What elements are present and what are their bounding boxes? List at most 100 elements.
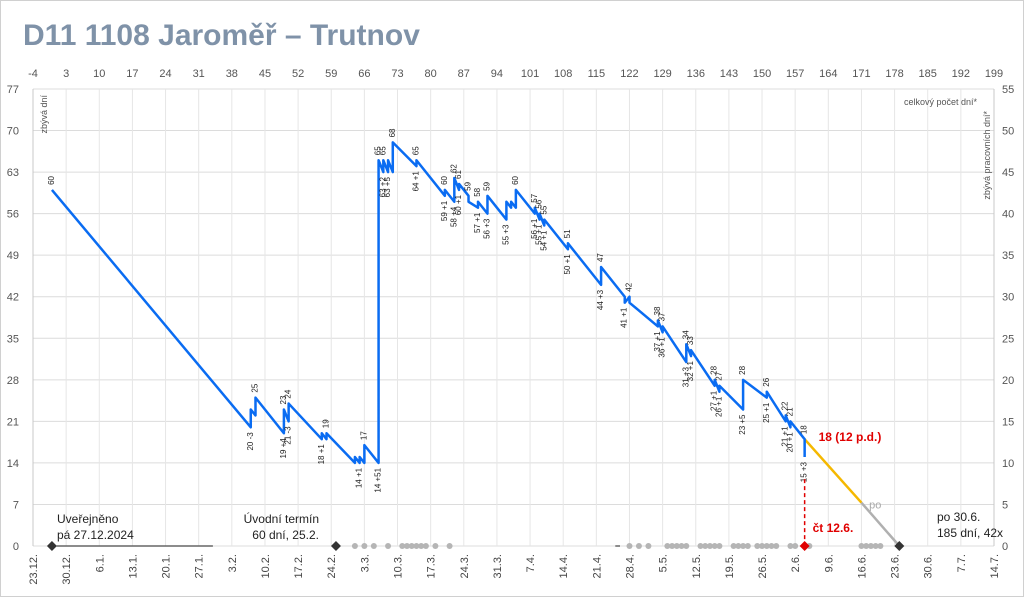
value-label: 27 — [714, 371, 723, 380]
y-left-tick-label: 42 — [7, 292, 19, 304]
x-top-tick-label: 129 — [653, 68, 671, 80]
x-top-tick-label: 87 — [458, 68, 470, 80]
value-label: 57 — [530, 193, 539, 202]
x-bottom-date-label: 12.5. — [691, 554, 703, 578]
value-label: 28 — [710, 365, 719, 374]
gray-dot — [399, 543, 406, 549]
value-label: 25 — [250, 383, 259, 392]
gray-dot — [759, 543, 766, 549]
value-label: 26 +1 — [714, 396, 723, 417]
value-label: 36 +1 — [658, 337, 667, 358]
gray-dot — [872, 543, 879, 549]
x-top-tick-label: 3 — [63, 68, 69, 80]
gray-dot — [863, 543, 870, 549]
x-top-tick-label: 108 — [554, 68, 572, 80]
x-bottom-date-label: 3.2. — [227, 554, 239, 572]
value-label: 18 — [800, 425, 809, 434]
gray-dot — [697, 543, 704, 549]
diamond-markers — [46, 541, 905, 551]
x-top-tick-label: 136 — [687, 68, 705, 80]
value-label: 65 — [378, 146, 387, 155]
value-label: 38 — [653, 306, 662, 315]
x-bottom-date-label: 7.7. — [956, 554, 968, 572]
x-bottom-date-label: 26.5. — [757, 554, 769, 578]
projection-lines — [803, 438, 901, 547]
gray-dot — [370, 543, 377, 549]
value-label: 14 +51 — [374, 467, 383, 492]
x-top-tick-label: 199 — [985, 68, 1003, 80]
value-label: 18 +1 — [317, 444, 326, 465]
x-bottom-date-label: 24.3. — [459, 554, 471, 578]
gray-dot — [645, 543, 652, 549]
x-bottom-date-label: 6.1. — [94, 554, 106, 572]
x-top-tick-label: 45 — [259, 68, 271, 80]
x-top-tick-label: 24 — [159, 68, 171, 80]
projection-line — [803, 438, 863, 504]
gray-dots — [351, 543, 884, 549]
value-label: 56 +3 — [482, 218, 491, 239]
value-label: 23 +5 — [738, 414, 747, 435]
x-top-tick-label: 192 — [952, 68, 970, 80]
initial-term-date-label: 60 dní, 25.2. — [252, 528, 319, 542]
gray-dot — [867, 543, 874, 549]
x-bottom-date-label: 14.4. — [558, 554, 570, 578]
y-right-tick-label: 40 — [1002, 209, 1014, 221]
x-bottom-date-label: 9.6. — [823, 554, 835, 572]
initial-term-label: Úvodní termín — [244, 511, 319, 526]
current-date-label: čt 12.6. — [813, 521, 854, 535]
y-right-tick-label: 0 — [1002, 541, 1008, 553]
gray-dot — [664, 543, 671, 549]
x-top-tick-label: 38 — [226, 68, 238, 80]
gray-dot — [413, 543, 420, 549]
value-label: 65 — [411, 146, 420, 155]
gray-dot — [432, 543, 439, 549]
value-label: 64 +1 — [411, 171, 420, 192]
gray-dot — [683, 543, 690, 549]
value-label: 33 — [686, 336, 695, 345]
gray-dot — [669, 543, 676, 549]
value-label: 25 +1 — [762, 402, 771, 423]
x-top-axis-title: celkový počet dní* — [904, 97, 978, 107]
x-top-tick-label: 66 — [358, 68, 370, 80]
value-label: 60 +1 — [454, 194, 463, 215]
gray-dot — [773, 543, 780, 549]
x-top-tick-label: 17 — [126, 68, 138, 80]
x-bottom-date-label: 2.6. — [790, 554, 802, 572]
value-label: 50 +1 — [563, 254, 572, 275]
value-label: 55 +3 — [501, 224, 510, 245]
y-right-tick-label: 30 — [1002, 292, 1014, 304]
diamond-marker — [46, 541, 57, 551]
value-label: 19 — [322, 419, 331, 428]
x-top-tick-label: 59 — [325, 68, 337, 80]
x-bottom-date-label: 24.2. — [326, 554, 338, 578]
x-top-tick-label: 164 — [819, 68, 837, 80]
value-label: 41 +1 — [620, 307, 629, 328]
value-label: 37 — [658, 312, 667, 321]
x-bottom-date-label: 28.4. — [624, 554, 636, 578]
x-bottom-date-label: 30.6. — [923, 554, 935, 578]
gray-dot — [361, 543, 368, 549]
x-bottom-date-label: 14.7. — [989, 554, 1001, 578]
diamond-marker — [799, 541, 810, 551]
y-left-axis-title: zbývá dní — [39, 95, 49, 134]
value-label: 59 +1 — [440, 200, 449, 221]
value-label: 34 — [681, 330, 690, 339]
x-bottom-date-label: 13.1. — [127, 554, 139, 578]
x-bottom-date-label: 10.3. — [393, 554, 405, 578]
x-top-tick-label: 10 — [93, 68, 105, 80]
x-bottom-date-label: 23.12. — [28, 554, 40, 585]
gray-dot — [716, 543, 723, 549]
x-bottom-date-label: 21.4. — [591, 554, 603, 578]
x-top-tick-label: 157 — [786, 68, 804, 80]
y-right-tick-label: 5 — [1002, 499, 1008, 511]
gray-dot — [744, 543, 751, 549]
gray-dot — [858, 543, 865, 549]
value-label: 61 — [454, 170, 463, 179]
y-left-tick-label: 70 — [7, 126, 19, 138]
x-top-tick-label: 185 — [919, 68, 937, 80]
gray-dot — [385, 543, 392, 549]
gray-dot — [351, 543, 358, 549]
value-label: 62 — [449, 164, 458, 173]
value-label: 51 — [563, 229, 572, 238]
value-label: 31 +3 — [681, 366, 690, 387]
